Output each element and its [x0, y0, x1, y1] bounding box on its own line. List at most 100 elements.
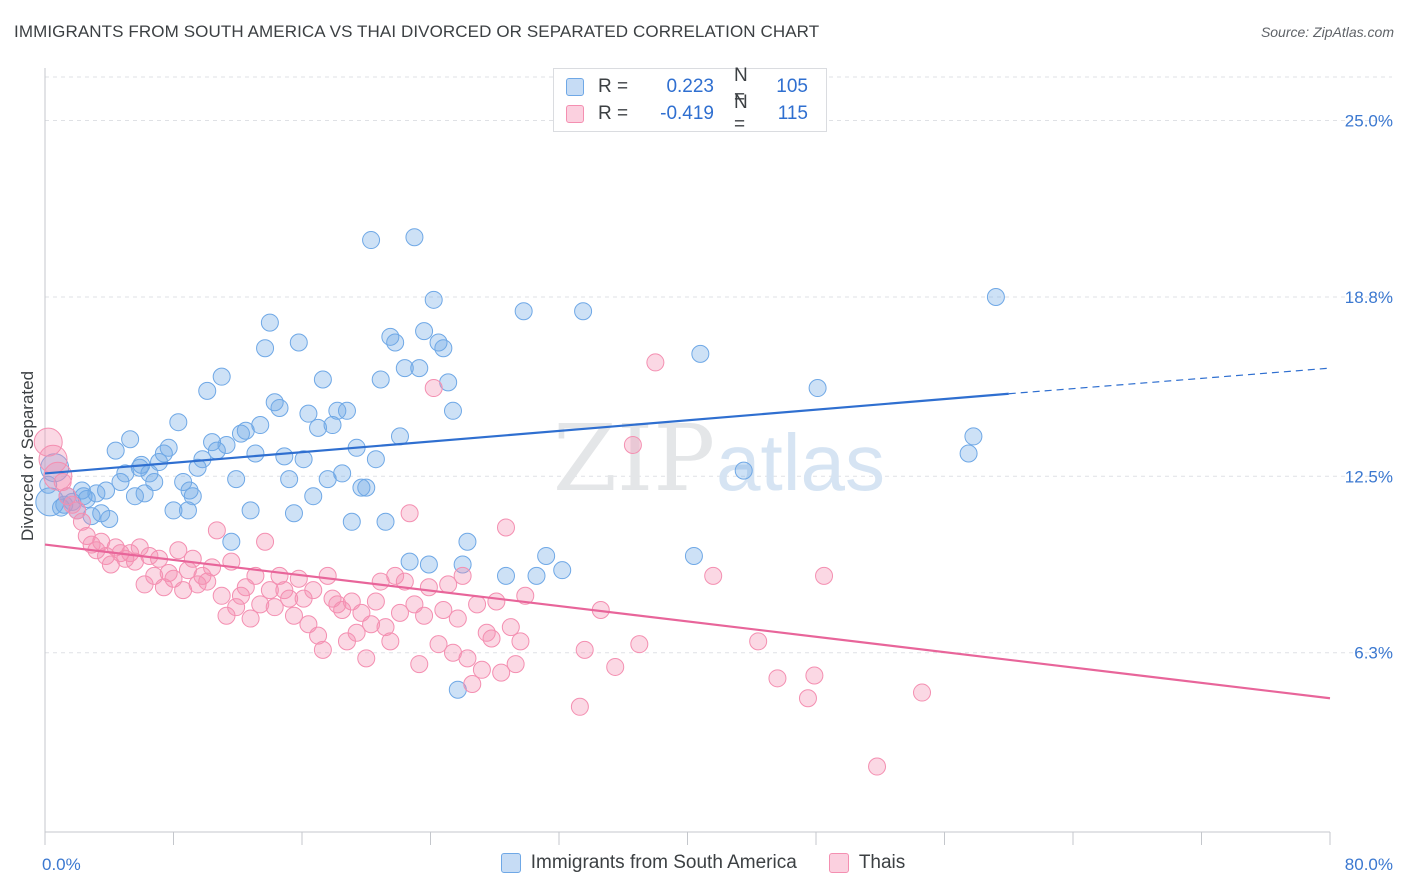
point-thais: [33, 427, 63, 457]
point-south-america: [299, 404, 318, 423]
legend-label: Immigrants from South America: [530, 852, 797, 873]
watermark-zip: ZIP: [553, 405, 715, 512]
x-tick-label: 0.0%: [42, 855, 81, 874]
legend-label: Thais: [858, 852, 906, 873]
point-thais: [313, 640, 332, 659]
point-thais: [390, 603, 409, 622]
point-thais: [492, 663, 511, 682]
r-value: 0.223: [666, 76, 714, 97]
point-south-america: [405, 228, 424, 247]
point-thais: [496, 518, 515, 537]
point-south-america: [265, 393, 284, 412]
swatch-south-america: [566, 78, 584, 96]
point-thais: [207, 521, 226, 540]
point-thais: [275, 581, 294, 600]
point-thais: [169, 541, 188, 560]
point-south-america: [150, 453, 169, 472]
point-south-america: [256, 339, 275, 358]
point-south-america: [188, 458, 207, 477]
point-thais: [749, 632, 768, 651]
point-thais: [868, 757, 887, 776]
n-label: N =: [734, 65, 748, 108]
r-value: -0.419: [660, 103, 714, 124]
point-thais: [798, 689, 817, 708]
watermark: ZIP atlas: [553, 405, 885, 512]
point-south-america: [527, 566, 546, 585]
point-south-america: [280, 470, 299, 489]
point-south-america: [203, 433, 222, 452]
point-south-america: [443, 401, 462, 420]
r-label: R =: [598, 76, 629, 97]
point-south-america: [328, 401, 347, 420]
point-thais: [284, 606, 303, 625]
point-thais: [482, 629, 501, 648]
point-south-america: [337, 401, 356, 420]
point-south-america: [159, 438, 178, 457]
point-thais: [386, 566, 405, 585]
point-thais: [183, 549, 202, 568]
point-south-america: [323, 416, 342, 435]
point-south-america: [362, 231, 381, 250]
point-south-america: [410, 359, 429, 378]
point-thais: [805, 666, 824, 685]
point-thais: [43, 461, 73, 491]
point-south-america: [231, 424, 250, 443]
point-south-america: [183, 487, 202, 506]
y-tick-label: 6.3%: [1354, 644, 1393, 663]
point-thais: [815, 566, 834, 585]
point-thais: [362, 615, 381, 634]
point-south-america: [309, 418, 328, 437]
point-thais: [246, 566, 265, 585]
point-south-america: [429, 333, 448, 352]
r-label: R =: [598, 103, 629, 124]
point-thais: [458, 649, 477, 668]
point-thais: [241, 609, 260, 628]
point-thais: [768, 669, 787, 688]
point-south-america: [198, 381, 217, 400]
point-south-america: [130, 458, 149, 477]
point-thais: [448, 609, 467, 628]
point-south-america: [574, 302, 593, 321]
series-points: [33, 228, 1005, 776]
point-thais: [487, 592, 506, 611]
point-thais: [415, 606, 434, 625]
y-tick-label: 18.8%: [1345, 288, 1393, 307]
point-south-america: [313, 370, 332, 389]
point-south-america: [684, 546, 703, 565]
y-tick-label: 12.5%: [1345, 467, 1393, 486]
point-thais: [72, 512, 91, 531]
point-thais: [376, 618, 395, 637]
point-south-america: [691, 344, 710, 363]
grid-lines: [45, 76, 1392, 654]
point-south-america: [180, 481, 199, 500]
point-thais: [381, 632, 400, 651]
point-thais: [623, 435, 642, 454]
point-south-america: [100, 509, 119, 528]
point-thais: [328, 595, 347, 614]
point-south-america: [217, 435, 236, 454]
point-south-america: [964, 427, 983, 446]
n-value: 115: [777, 103, 808, 124]
point-thais: [434, 601, 453, 620]
point-south-america: [275, 447, 294, 466]
trend-line-south-america: [44, 392, 1009, 475]
point-thais: [260, 581, 279, 600]
point-thais: [366, 592, 385, 611]
point-south-america: [415, 322, 434, 341]
point-thais: [704, 566, 723, 585]
point-thais: [227, 598, 246, 617]
point-thais: [304, 581, 323, 600]
point-south-america: [514, 302, 533, 321]
point-thais: [913, 683, 932, 702]
point-south-america: [400, 552, 419, 571]
point-thais: [347, 623, 366, 642]
point-thais: [477, 623, 496, 642]
point-thais: [463, 675, 482, 694]
point-thais: [400, 504, 419, 523]
y-tick-label: 25.0%: [1345, 112, 1393, 131]
point-south-america: [169, 413, 188, 432]
point-south-america: [97, 481, 116, 500]
point-thais: [280, 589, 299, 608]
legend-item-south-america: Immigrants from South America: [500, 852, 797, 874]
